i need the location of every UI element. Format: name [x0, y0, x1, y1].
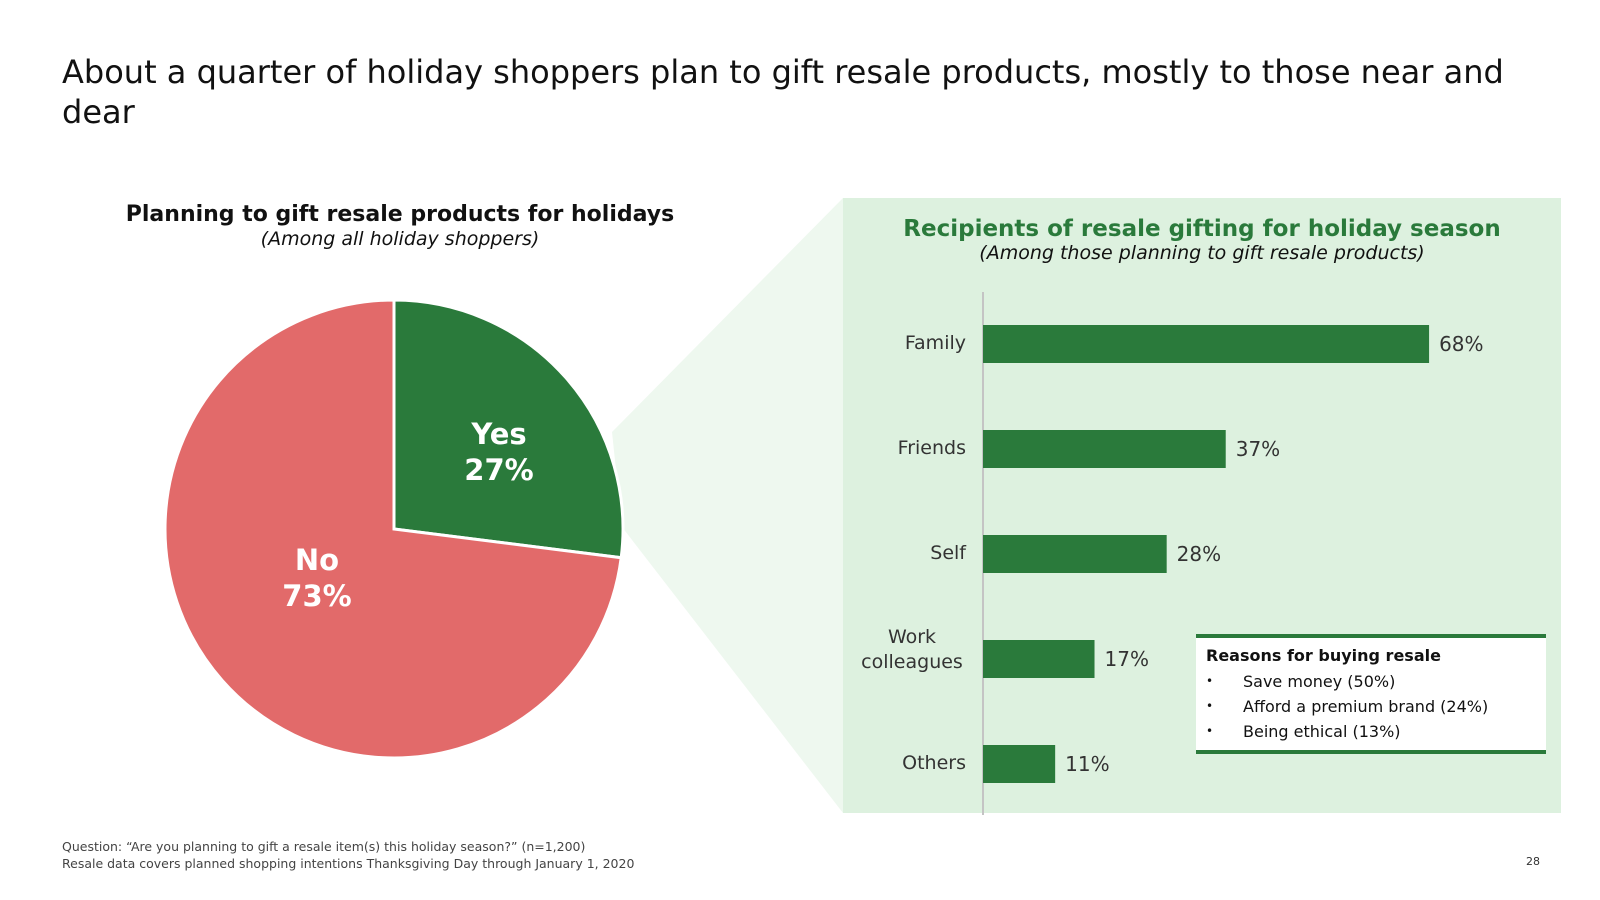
- bar-category-label: Self: [930, 542, 966, 564]
- page-number: 28: [1526, 855, 1540, 868]
- slide-title: About a quarter of holiday shoppers plan…: [62, 53, 1504, 131]
- pie-yes-label: Yes: [471, 417, 527, 451]
- bar-value-label: 37%: [1235, 437, 1281, 461]
- bar-chart-title: Recipients of resale gifting for holiday…: [903, 216, 1501, 242]
- reasons-title: Reasons for buying resale: [1206, 646, 1441, 665]
- bullet: •: [1206, 724, 1214, 738]
- pie-chart-title: Planning to gift resale products for hol…: [125, 202, 675, 227]
- pie-yes-value: 27%: [464, 453, 534, 487]
- footnote-data-range: Resale data covers planned shopping inte…: [62, 856, 635, 871]
- reason-text: Afford a premium brand (24%): [1243, 697, 1489, 716]
- bar-category-label: Work colleagues: [861, 626, 963, 673]
- bar-category-label: Friends: [897, 437, 966, 459]
- reason-item: • Being ethical (13%): [1206, 719, 1536, 744]
- pie-label-yes: Yes 27%: [419, 416, 579, 488]
- bar-value-label: 68%: [1439, 332, 1484, 356]
- pie-chart-subtitle: (Among all holiday shoppers): [260, 228, 540, 250]
- bar-value-label: 11%: [1065, 752, 1110, 776]
- bar-value-label: 17%: [1104, 647, 1149, 671]
- reason-item: • Afford a premium brand (24%): [1206, 694, 1536, 719]
- pie-no-label: No: [294, 543, 340, 577]
- bar-others: [983, 745, 1056, 783]
- pie-no-value: 73%: [282, 579, 352, 613]
- pie-slice-yes: [392, 298, 625, 560]
- bar-value-label: 28%: [1176, 542, 1222, 566]
- reason-item: • Save money (50%): [1206, 669, 1536, 694]
- bar-self: [983, 535, 1167, 573]
- reason-text: Save money (50%): [1243, 672, 1396, 691]
- pie-slice-no: [163, 298, 623, 760]
- bar-family: [983, 325, 1430, 363]
- footnote-question: Question: “Are you planning to gift a re…: [62, 839, 586, 854]
- bar-friends: [983, 430, 1226, 468]
- bar-category-label: Others: [902, 752, 966, 774]
- bullet: •: [1206, 674, 1214, 688]
- bullet: •: [1206, 699, 1214, 713]
- bar-work-colleagues: [983, 640, 1095, 678]
- bar-chart-subtitle: (Among those planning to gift resale pro…: [979, 242, 1425, 264]
- pie-label-no: No 73%: [237, 542, 397, 614]
- reason-text: Being ethical (13%): [1243, 722, 1401, 741]
- bar-category-label: Family: [904, 332, 966, 354]
- reasons-box: Reasons for buying resale • Save money (…: [1196, 634, 1546, 754]
